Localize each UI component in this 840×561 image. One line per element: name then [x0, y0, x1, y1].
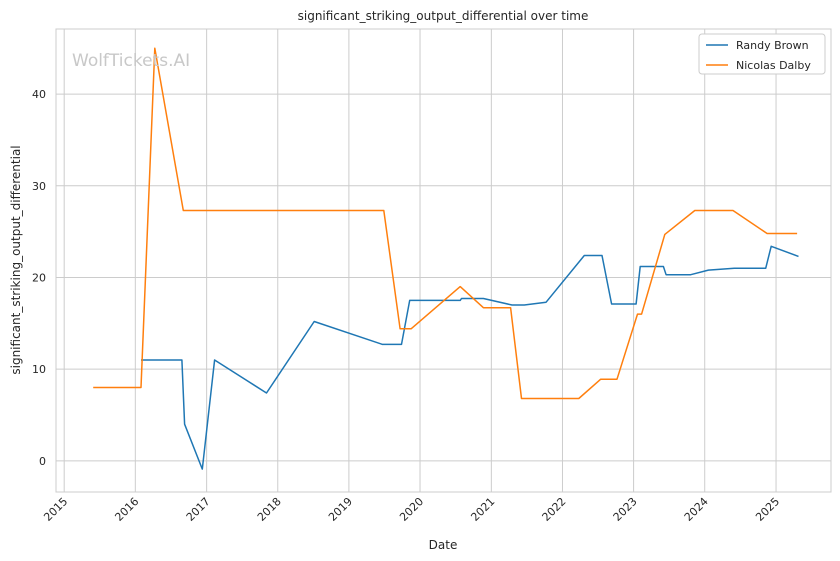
series-line-randy-brown [141, 245, 799, 470]
series-line-nicolas-dalby [93, 47, 798, 400]
x-tick-label: 2020 [397, 495, 426, 524]
watermark: WolfTickets.AI [72, 51, 190, 71]
x-tick-label: 2015 [41, 495, 70, 524]
y-tick-label: 40 [32, 88, 46, 101]
legend: Randy Brown Nicolas Dalby [698, 33, 826, 75]
chart-title: significant_striking_output_differential… [298, 9, 589, 23]
plot-lines [93, 47, 799, 470]
y-tick-label: 20 [32, 271, 46, 284]
legend-label: Nicolas Dalby [736, 59, 811, 72]
x-tick-label: 2025 [753, 495, 782, 524]
y-tick-label: 0 [39, 455, 46, 468]
x-tick-label: 2024 [682, 495, 711, 524]
x-tick-label: 2016 [112, 495, 141, 524]
grid [56, 29, 831, 492]
x-axis-ticks: 2015 2016 2017 2018 2019 2020 2021 2022 2023 2024… [41, 495, 782, 524]
legend-box [698, 33, 826, 75]
x-tick-label: 2017 [184, 495, 213, 524]
x-axis-label: Date [429, 538, 458, 552]
x-tick-label: 2022 [540, 495, 569, 524]
y-tick-label: 30 [32, 180, 46, 193]
y-axis-label: significant_striking_output_differential [9, 145, 23, 374]
y-axis-ticks: 0 10 20 30 40 [32, 88, 46, 468]
x-tick-label: 2019 [326, 495, 355, 524]
plot-frame [55, 28, 832, 493]
y-tick-label: 10 [32, 363, 46, 376]
x-tick-label: 2018 [255, 495, 284, 524]
x-tick-label: 2021 [468, 495, 497, 524]
legend-label: Randy Brown [736, 39, 809, 52]
x-tick-label: 2023 [611, 495, 640, 524]
